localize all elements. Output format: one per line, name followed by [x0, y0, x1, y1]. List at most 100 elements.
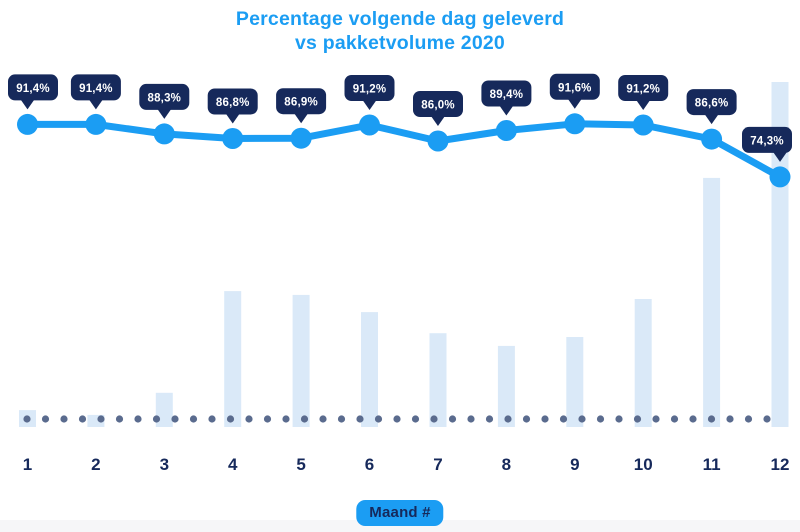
- tooltip-pointer: [157, 108, 172, 119]
- tooltip-box: [207, 88, 258, 115]
- tooltip-value-label: 86,0%: [421, 100, 455, 112]
- baseline-dot: [337, 415, 346, 423]
- tooltip-pointer: [773, 151, 788, 162]
- baseline-dot: [393, 415, 401, 423]
- x-tick-label-5: 5: [296, 455, 305, 474]
- tooltip-value-label: 89,4%: [490, 89, 524, 101]
- baseline-dot: [467, 415, 475, 423]
- baseline-dot: [263, 415, 272, 423]
- tooltip-value-label: 91,4%: [16, 83, 50, 95]
- x-tick-label-6: 6: [365, 455, 374, 474]
- value-tooltip-month-6: 91,2%: [344, 75, 395, 111]
- tooltip-box: [139, 83, 190, 110]
- tooltip-pointer: [636, 100, 651, 111]
- tooltip-value-label: 86,6%: [695, 98, 729, 110]
- x-tick-label-10: 10: [634, 455, 653, 474]
- volume-bar-month-4: [224, 291, 242, 427]
- value-tooltip-month-3: 88,3%: [139, 83, 190, 119]
- chart-title: Percentage volgende dag geleverd vs pakk…: [0, 7, 800, 55]
- value-tooltip-month-10: 91,2%: [618, 75, 669, 111]
- chart-title-line2: vs pakketvolume 2020: [295, 32, 505, 54]
- baseline-dot: [670, 415, 679, 423]
- baseline-dot: [245, 415, 253, 423]
- data-point-marker-month-5: [290, 127, 312, 149]
- baseline-dot: [485, 415, 494, 423]
- x-tick-label-2: 2: [91, 455, 100, 474]
- baseline-dot: [97, 415, 105, 423]
- tooltip-value-label: 88,3%: [147, 92, 181, 104]
- baseline-dot: [189, 415, 198, 423]
- volume-bar-month-10: [634, 299, 652, 427]
- baseline-dot: [633, 415, 642, 423]
- tooltip-value-label: 74,3%: [750, 135, 784, 147]
- volume-bar-month-5: [292, 294, 310, 427]
- baseline-dot: [430, 415, 438, 423]
- baseline-dot: [652, 415, 660, 423]
- baseline-dot: [282, 415, 290, 423]
- value-tooltip-month-12: 74,3%: [742, 126, 792, 162]
- tooltip-pointer: [294, 113, 309, 124]
- volume-bar-month-8: [497, 345, 515, 427]
- baseline-dot: [763, 415, 771, 423]
- value-tooltip-month-2: 91,4%: [70, 74, 121, 110]
- tooltip-pointer: [704, 114, 719, 125]
- baseline-dot: [504, 415, 512, 423]
- baseline-dot: [208, 415, 216, 423]
- data-point-marker-month-12: [769, 166, 791, 188]
- x-tick-label-4: 4: [228, 455, 238, 474]
- tooltip-pointer: [362, 100, 377, 111]
- tooltip-pointer: [88, 99, 103, 110]
- data-point-marker-month-7: [427, 130, 449, 152]
- chart-title-line1: Percentage volgende dag geleverd: [235, 8, 565, 30]
- x-tick-label-11: 11: [703, 455, 721, 474]
- baseline-dot: [374, 415, 383, 423]
- tooltip-value-label: 91,4%: [79, 83, 113, 95]
- baseline-dot: [744, 415, 753, 423]
- baseline-dot: [578, 415, 586, 423]
- baseline-dot: [596, 415, 605, 423]
- baseline-dot: [541, 415, 549, 423]
- data-point-marker-month-6: [359, 114, 380, 136]
- tooltip-value-label: 86,9%: [284, 97, 318, 109]
- baseline-dot: [115, 415, 124, 423]
- data-point-marker-month-4: [222, 128, 244, 149]
- x-tick-label-1: 1: [23, 455, 32, 474]
- baseline-dot: [726, 415, 734, 423]
- tooltip-value-label: 86,8%: [216, 97, 250, 109]
- x-tick-label-3: 3: [160, 455, 169, 474]
- tooltip-box: [618, 75, 669, 101]
- value-tooltip-month-8: 89,4%: [481, 80, 532, 116]
- value-tooltip-month-11: 86,6%: [686, 89, 737, 125]
- baseline-dot: [356, 415, 364, 423]
- tooltip-box: [413, 91, 463, 117]
- data-point-marker-month-8: [495, 120, 517, 141]
- value-tooltip-month-9: 91,6%: [549, 73, 600, 109]
- tooltip-pointer: [20, 99, 35, 110]
- baseline-dot: [559, 415, 568, 423]
- tooltip-box: [70, 74, 121, 101]
- tooltip-pointer: [430, 115, 445, 126]
- tooltip-value-label: 91,6%: [558, 82, 592, 94]
- data-point-marker-month-1: [17, 113, 38, 135]
- baseline-dot: [411, 415, 420, 423]
- x-tick-label-12: 12: [771, 455, 790, 474]
- percentage-line: [24, 120, 784, 181]
- data-point-marker-month-3: [153, 123, 175, 145]
- baseline-dot: [134, 415, 142, 423]
- value-tooltip-month-7: 86,0%: [413, 91, 463, 126]
- volume-bar-month-6: [361, 312, 378, 427]
- data-point-marker-month-2: [85, 113, 107, 135]
- tooltip-pointer: [225, 113, 240, 124]
- volume-bar-month-9: [566, 337, 584, 427]
- value-tooltip-month-1: 91,4%: [8, 74, 58, 110]
- tooltip-box: [742, 126, 792, 153]
- data-point-marker-month-11: [701, 128, 723, 150]
- baseline-dot: [78, 415, 87, 423]
- tooltip-value-label: 91,2%: [626, 84, 660, 96]
- value-tooltip-month-5: 86,9%: [276, 88, 327, 124]
- data-point-marker-month-9: [564, 113, 586, 135]
- baseline-dot: [448, 415, 457, 423]
- tooltip-pointer: [567, 98, 582, 109]
